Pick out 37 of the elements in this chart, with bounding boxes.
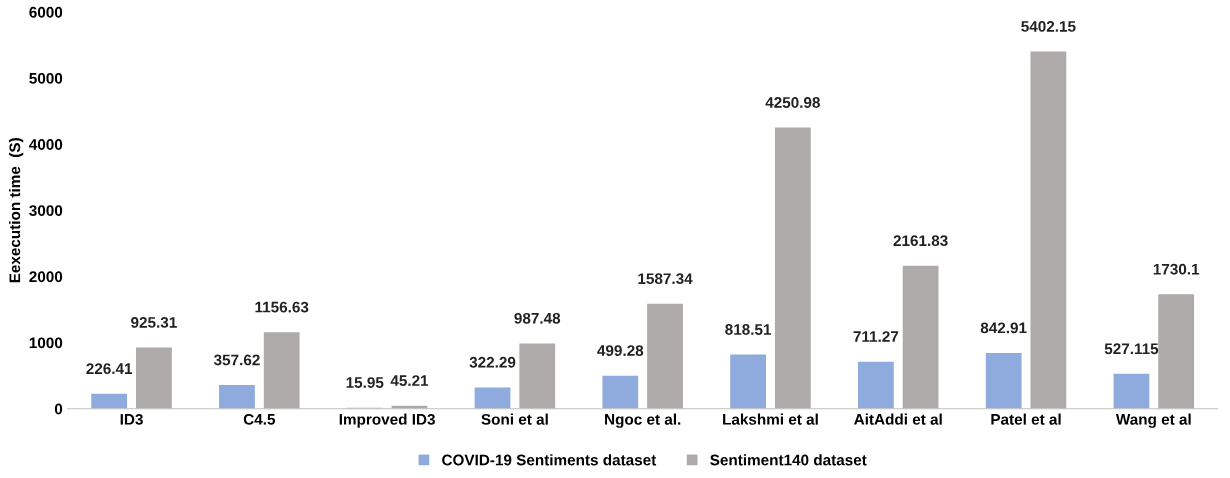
data-label: 322.29: [469, 356, 516, 368]
data-label: 2161.83: [893, 235, 948, 247]
y-tick-label: 1000: [29, 337, 63, 349]
y-tick-label: 3000: [29, 205, 63, 217]
x-tick-label: Ngoc et al.: [605, 413, 681, 428]
data-label: 45.21: [390, 375, 429, 387]
data-label: 4250.98: [765, 97, 820, 108]
data-label: 711.27: [853, 331, 899, 342]
data-label: 499.28: [597, 345, 644, 356]
x-tick-label: Patel et al: [991, 413, 1061, 425]
data-label: 5402.15: [1021, 20, 1076, 32]
data-label: 15.95: [346, 377, 384, 388]
legend-label: Sentiment140 dataset: [710, 454, 867, 466]
data-label: 818.51: [725, 324, 772, 335]
data-label: 1587.34: [638, 273, 693, 285]
x-tick-label: Wang et al: [1115, 413, 1191, 428]
data-label: 527.115: [1104, 343, 1159, 355]
data-label: 226.41: [86, 363, 133, 375]
x-tick-label: Soni et al: [481, 413, 548, 425]
x-tick-label: C4.5: [243, 413, 276, 425]
data-label: 842.91: [980, 322, 1027, 334]
y-tick-label: 6000: [29, 6, 63, 18]
data-label: 925.31: [131, 317, 177, 328]
data-label: 357.62: [213, 354, 260, 366]
y-tick-label: 2000: [29, 271, 63, 283]
legend-label: COVID-19 Sentiments dataset: [442, 454, 657, 466]
y-tick-label: 4000: [29, 139, 63, 150]
data-label: 1730.1: [1153, 263, 1200, 275]
data-label: 987.48: [514, 312, 561, 324]
x-tick-label: AitAddi et al: [854, 413, 942, 425]
y-tick-label: 0: [54, 403, 63, 415]
y-tick-label: 5000: [29, 72, 63, 84]
x-tick-label: Improved ID3: [339, 413, 435, 428]
data-label: 1156.63: [255, 301, 309, 313]
y-axis-title: Eexecution time (S): [9, 138, 24, 283]
x-tick-label: ID3: [120, 413, 143, 425]
x-tick-label: Lakshmi et al: [723, 413, 818, 425]
